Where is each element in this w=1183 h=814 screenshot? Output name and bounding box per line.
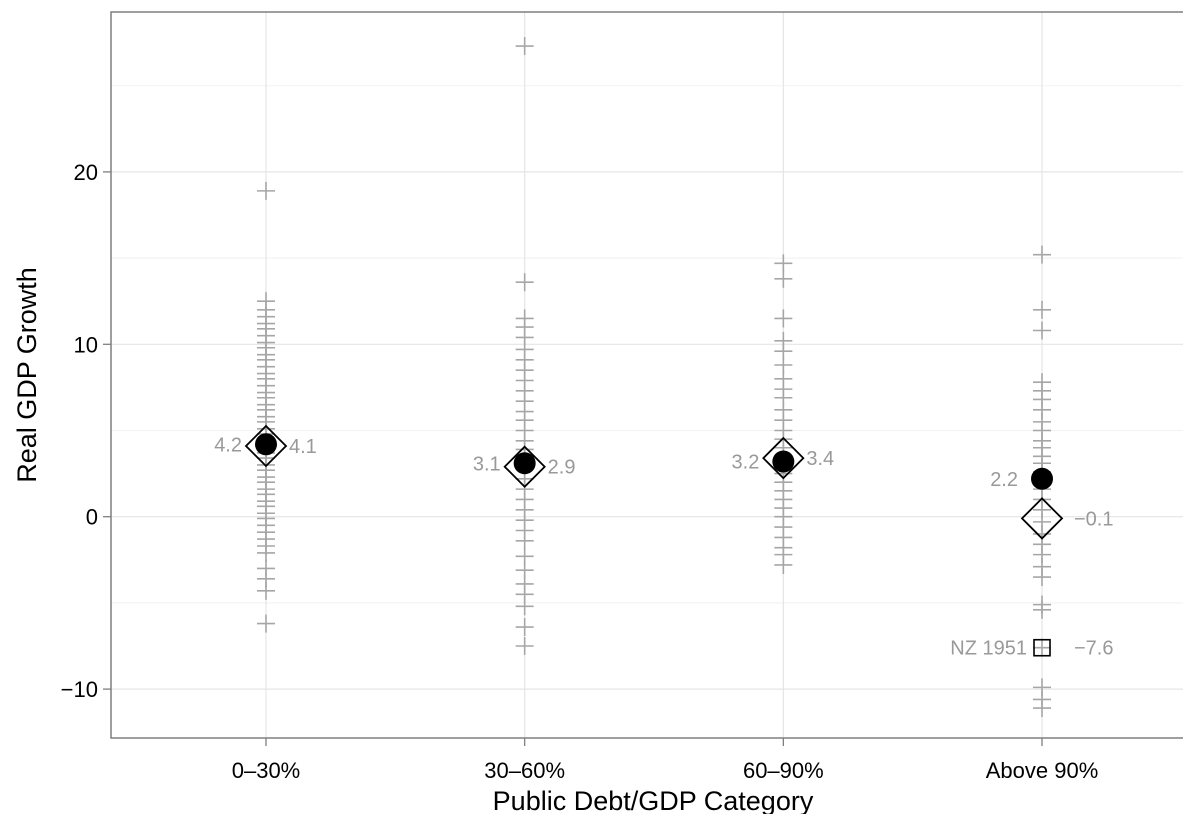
observation-point bbox=[257, 614, 275, 633]
median-marker bbox=[503, 445, 546, 488]
plot-panel-border bbox=[110, 11, 1183, 739]
mean-value-label: 4.2 bbox=[214, 434, 242, 456]
observation-point bbox=[774, 555, 793, 574]
median-marker bbox=[1020, 497, 1064, 540]
mean-marker bbox=[772, 450, 795, 473]
grid-layer bbox=[111, 12, 1183, 738]
observation-point bbox=[257, 181, 275, 200]
mean-value-label: 3.1 bbox=[473, 453, 501, 475]
median-value-label: −0.1 bbox=[1074, 508, 1113, 530]
y-tick-label: −10 bbox=[61, 677, 98, 702]
observation-point bbox=[515, 531, 534, 550]
observation-point bbox=[515, 273, 534, 292]
annotation-square-marker bbox=[1033, 638, 1051, 657]
observation-point bbox=[515, 637, 534, 655]
annotation-label: NZ 1951 bbox=[950, 638, 1027, 660]
observation-point bbox=[515, 37, 534, 56]
x-tick-label: 0–30% bbox=[232, 758, 301, 783]
x-axis-title: Public Debt/GDP Category bbox=[493, 786, 814, 814]
median-marker bbox=[762, 436, 805, 480]
observation-point bbox=[774, 254, 793, 273]
mean-value-label: 3.2 bbox=[732, 452, 760, 474]
y-axis-title: Real GDP Growth bbox=[12, 267, 42, 483]
observation-point bbox=[774, 309, 793, 328]
median-value-label: 3.4 bbox=[806, 448, 834, 470]
observation-point bbox=[1033, 300, 1052, 319]
observation-point bbox=[1033, 638, 1052, 657]
mean-marker bbox=[255, 433, 277, 456]
observation-point bbox=[515, 597, 534, 616]
observation-point bbox=[257, 543, 275, 562]
observation-point bbox=[774, 269, 793, 288]
median-value-label: 2.9 bbox=[548, 457, 576, 479]
y-tick-label: 0 bbox=[86, 505, 98, 530]
median-value-label: 4.1 bbox=[289, 436, 317, 458]
x-tick-label: Above 90% bbox=[986, 758, 1099, 783]
x-tick-label: 60–90% bbox=[743, 758, 824, 783]
observations-layer bbox=[257, 37, 1052, 718]
axes-layer: −10 0 10 20 0–30% 30–60% 60–90% Above 90% bbox=[61, 160, 1099, 783]
summary-layer: NZ 1951 −7.6 4.2 4.1 3.1 2.9 3.2 3.4 2.2 −0.1 bbox=[214, 424, 1113, 660]
mean-marker bbox=[1031, 467, 1054, 490]
y-tick-label: 20 bbox=[74, 160, 98, 185]
mean-marker bbox=[513, 452, 536, 475]
median-marker bbox=[244, 424, 288, 468]
y-tick-label: 10 bbox=[74, 332, 98, 357]
observation-point bbox=[257, 581, 275, 600]
observation-point bbox=[1033, 699, 1052, 718]
observation-point bbox=[1033, 245, 1052, 264]
observation-point bbox=[1033, 568, 1052, 587]
mean-value-label: 2.2 bbox=[990, 469, 1018, 491]
observation-point bbox=[1033, 321, 1052, 340]
observation-point bbox=[515, 618, 534, 637]
annotation-value-label: −7.6 bbox=[1074, 638, 1113, 660]
x-tick-label: 30–60% bbox=[484, 758, 565, 783]
observation-point bbox=[1033, 600, 1052, 619]
